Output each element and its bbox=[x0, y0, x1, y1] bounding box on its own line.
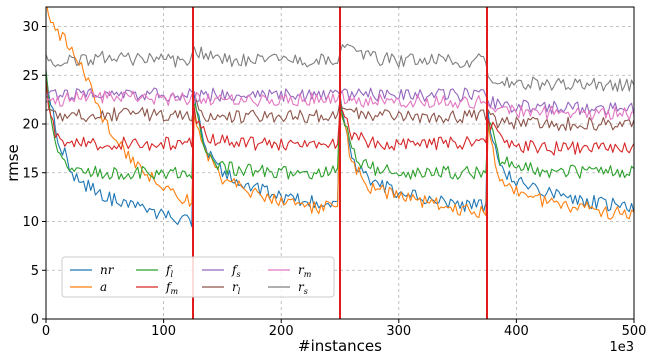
legend-label-main: a bbox=[100, 280, 107, 294]
legend-label-subscript: l bbox=[170, 270, 173, 279]
y-axis-ticks: 0 5 10 15 20 25 30 bbox=[22, 20, 46, 328]
x-tick-label: 500 bbox=[622, 324, 646, 339]
x-tick-label: 400 bbox=[504, 324, 529, 339]
legend-label-subscript: s bbox=[236, 270, 240, 279]
legend-label: fs bbox=[231, 263, 241, 279]
legend-item-nr: nr bbox=[70, 263, 115, 277]
x-tick-label: 200 bbox=[269, 324, 294, 339]
legend-item-fl: fl bbox=[136, 263, 173, 279]
legend-label-main: f bbox=[165, 280, 173, 294]
legend-label-main: r bbox=[298, 280, 305, 294]
legend-item-rl: rl bbox=[202, 280, 241, 296]
legend-label-subscript: m bbox=[170, 287, 178, 296]
x-tick-label: 100 bbox=[151, 324, 176, 339]
x-tick-label: 300 bbox=[386, 324, 411, 339]
legend-label: rl bbox=[232, 280, 241, 296]
legend-label-main: r bbox=[232, 280, 239, 294]
legend-item-rm: rm bbox=[268, 263, 312, 279]
legend-label-subscript: s bbox=[304, 287, 308, 296]
legend-box bbox=[61, 256, 335, 298]
plot-frame bbox=[45, 6, 635, 320]
legend-item-rs: rs bbox=[268, 280, 308, 296]
legend-label-subscript: m bbox=[304, 270, 312, 279]
y-axis-label: rmse bbox=[4, 144, 22, 182]
legend-label: fl bbox=[165, 263, 173, 279]
legend-item-fm: fm bbox=[136, 280, 178, 296]
y-tick-label: 0 bbox=[31, 313, 39, 328]
legend-label: fm bbox=[165, 280, 178, 296]
x-tick-label: 0 bbox=[42, 324, 50, 339]
y-tick-label: 15 bbox=[22, 166, 39, 181]
x-axis-offset-text: 1e3 bbox=[609, 340, 634, 355]
legend-item-a: a bbox=[70, 280, 107, 294]
x-axis-label: #instances bbox=[298, 337, 382, 355]
y-tick-label: 20 bbox=[22, 118, 39, 133]
legend-label: nr bbox=[100, 263, 115, 277]
legend-label-main: nr bbox=[100, 263, 115, 277]
legend-label-main: f bbox=[231, 263, 239, 277]
legend-label-main: r bbox=[298, 263, 305, 277]
legend-label: a bbox=[100, 280, 107, 294]
legend-label: rm bbox=[298, 263, 312, 279]
y-tick-label: 25 bbox=[22, 69, 39, 84]
x-axis-ticks: 0 100 200 300 400 500 bbox=[42, 319, 646, 339]
legend-label: rs bbox=[298, 280, 308, 296]
y-tick-label: 30 bbox=[22, 20, 39, 35]
y-tick-label: 10 bbox=[22, 215, 39, 230]
legend-item-fs: fs bbox=[202, 263, 241, 279]
y-tick-label: 5 bbox=[31, 264, 39, 279]
legend-label-subscript: l bbox=[238, 287, 241, 296]
legend-label-main: f bbox=[165, 263, 173, 277]
